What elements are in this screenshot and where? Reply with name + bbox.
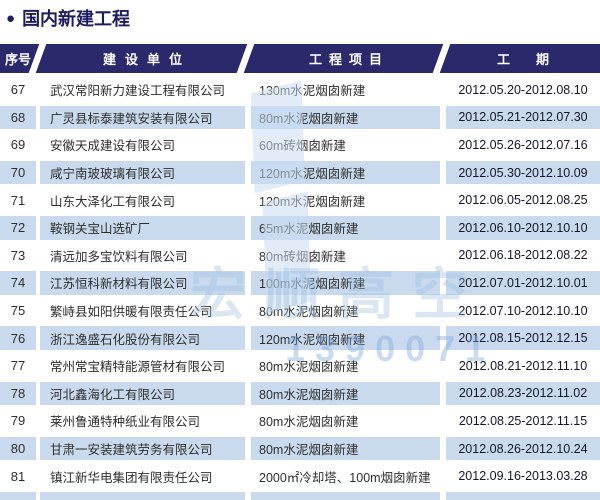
header-serial: 序号 [4, 52, 31, 67]
project-cell: 80m水泥烟囱新建 [251, 379, 440, 408]
project-cell: 120m水泥烟囱新建 [251, 324, 440, 352]
table-row: 81 镇江新华电集团有限责任公司 2000㎡冷却塔、100m烟囱新建 2012.09.… [0, 462, 600, 490]
table-row: 76 浙江逸盛石化股份有限公司 120m水泥烟囱新建 2012.08.15-2012.… [0, 324, 600, 352]
period-cell: 2012.06.18-2012.08.22 [458, 248, 588, 263]
company-cell: 莱州鲁通特种纸业有限公司 [50, 415, 201, 430]
serial-cell: 78 [0, 379, 36, 408]
company-cell: 安徽天成建设有限公司 [50, 139, 176, 154]
serial-cell: 81 [10, 468, 26, 484]
serial-cell: 72 [0, 213, 36, 242]
project-cell: 80m砖烟囱新建 [259, 249, 346, 264]
company-cell: 咸宁南玻玻璃有限公司 [40, 158, 245, 187]
period-cell: 2012.05.21-2012.07.30 [446, 103, 600, 132]
table-body: 67 武汉常阳新力建设工程有限公司 130m水泥烟囱新建 2012.05.20-201… [0, 76, 600, 500]
table-row: 74 江苏恒科新材料有限公司 100m水泥烟囱新建 2012.07.01-2012.1… [0, 269, 600, 297]
project-cell: 65m水泥烟囱新建 [251, 213, 440, 242]
table-row: 79 莱州鲁通特种纸业有限公司 80m水泥烟囱新建 2012.08.25-2012.1… [0, 407, 600, 435]
serial-cell: 74 [0, 269, 36, 297]
company-cell: 清远加多宝饮料有限公司 [50, 249, 188, 264]
serial-cell: 67 [10, 82, 26, 98]
company-cell: 浙江逸盛石化股份有限公司 [40, 324, 245, 352]
page-title: ● 国内新建工程 [6, 5, 130, 31]
project-cell: 80m水泥烟囱新建 [259, 360, 359, 375]
project-cell: 80m水泥烟囱新建 [259, 305, 359, 320]
period-cell: 2012.08.26-2012.10.24 [446, 434, 600, 463]
company-cell: 河北鑫海化工有限公司 [40, 379, 245, 408]
serial-cell: 79 [10, 413, 26, 429]
project-cell: 120m水泥烟囱新建 [259, 194, 366, 209]
table-row: 68 广灵县标泰建筑安装有限公司 80m水泥烟囱新建 2012.05.21-2012.… [0, 103, 600, 132]
period-cell: 2012.09.16-2013.03.28 [458, 469, 588, 484]
company-cell: 广灵县标泰建筑安装有限公司 [40, 103, 245, 132]
serial-cell: 77 [10, 358, 26, 374]
table-row: 69 安徽天成建设有限公司 60m砖烟囱新建 2012.05.26-2012.07.1… [0, 131, 600, 159]
period-cell: 2012.08.23-2012.11.02 [446, 379, 600, 408]
serial-cell: 70 [0, 158, 36, 187]
header-project: 工程项目 [308, 52, 389, 67]
table-row: 67 武汉常阳新力建设工程有限公司 130m水泥烟囱新建 2012.05.20-201… [0, 76, 600, 104]
company-cell: 江苏恒科新材料有限公司 [40, 269, 245, 297]
period-cell: 2012.05.30-2012.10.09 [446, 158, 600, 187]
table-row-partial [0, 490, 600, 500]
company-cell: 武汉常阳新力建设工程有限公司 [50, 84, 226, 99]
company-cell [40, 490, 245, 500]
period-cell [446, 490, 600, 500]
header-company: 建设单位 [102, 52, 191, 67]
header-period: 工期 [496, 52, 575, 67]
period-cell: 2012.06.05-2012.08.25 [458, 193, 588, 208]
serial-cell: 71 [10, 192, 26, 208]
project-cell: 130m水泥烟囱新建 [259, 84, 366, 99]
table-row: 72 鞍钢关宝山选矿厂 65m水泥烟囱新建 2012.06.10-2012.10.10 [0, 213, 600, 242]
company-cell: 繁峙县如阳供暖有限责任公司 [50, 305, 213, 320]
bullet-icon: ● [6, 9, 16, 27]
period-cell: 2012.07.10-2012.10.10 [458, 303, 588, 318]
period-cell: 2012.06.10-2012.10.10 [446, 213, 600, 242]
table-row: 77 常州常宝精特能源管材有限公司 80m水泥烟囱新建 2012.08.21-2012… [0, 352, 600, 380]
project-cell: 100m水泥烟囱新建 [251, 269, 440, 297]
table-row: 75 繁峙县如阳供暖有限责任公司 80m水泥烟囱新建 2012.07.10-2012.… [0, 297, 600, 325]
project-cell: 80m水泥烟囱新建 [251, 434, 440, 463]
period-cell: 2012.08.15-2012.12.15 [446, 324, 600, 352]
period-cell: 2012.05.20-2012.08.10 [458, 82, 588, 97]
table-row: 70 咸宁南玻玻璃有限公司 120m水泥烟囱新建 2012.05.30-2012.10… [0, 158, 600, 187]
company-cell: 鞍钢关宝山选矿厂 [40, 213, 245, 242]
project-cell: 60m砖烟囱新建 [259, 139, 346, 154]
serial-cell: 68 [0, 103, 36, 132]
period-cell: 2012.08.21-2012.11.10 [458, 358, 588, 373]
company-cell: 甘肃一安装建筑劳务有限公司 [40, 434, 245, 463]
project-cell [251, 490, 440, 500]
page-title-text: 国内新建工程 [22, 9, 131, 29]
serial-cell [0, 490, 36, 500]
project-cell: 120m水泥烟囱新建 [251, 158, 440, 187]
company-cell: 常州常宝精特能源管材有限公司 [50, 360, 226, 375]
serial-cell: 75 [10, 303, 26, 319]
period-cell: 2012.08.25-2012.11.15 [458, 413, 588, 428]
company-cell: 山东大泽化工有限公司 [50, 194, 176, 209]
company-cell: 镇江新华电集团有限责任公司 [50, 470, 213, 485]
table-row: 71 山东大泽化工有限公司 120m水泥烟囱新建 2012.06.05-2012.08… [0, 186, 600, 214]
period-cell: 2012.07.01-2012.10.01 [446, 269, 600, 297]
period-cell: 2012.05.26-2012.07.16 [458, 137, 588, 152]
table-row: 73 清远加多宝饮料有限公司 80m砖烟囱新建 2012.06.18-2012.08.… [0, 242, 600, 270]
table-row: 80 甘肃一安装建筑劳务有限公司 80m水泥烟囱新建 2012.08.26-2012.… [0, 434, 600, 463]
table-row: 78 河北鑫海化工有限公司 80m水泥烟囱新建 2012.08.23-2012.11.… [0, 379, 600, 408]
serial-cell: 69 [10, 137, 26, 153]
project-cell: 2000㎡冷却塔、100m烟囱新建 [259, 470, 431, 485]
project-cell: 80m水泥烟囱新建 [251, 103, 440, 132]
project-cell: 80m水泥烟囱新建 [259, 415, 359, 430]
serial-cell: 73 [10, 247, 26, 263]
serial-cell: 76 [0, 324, 36, 352]
serial-cell: 80 [0, 434, 36, 463]
table-header: 序号 建设单位 工程项目 工期 [0, 43, 600, 74]
